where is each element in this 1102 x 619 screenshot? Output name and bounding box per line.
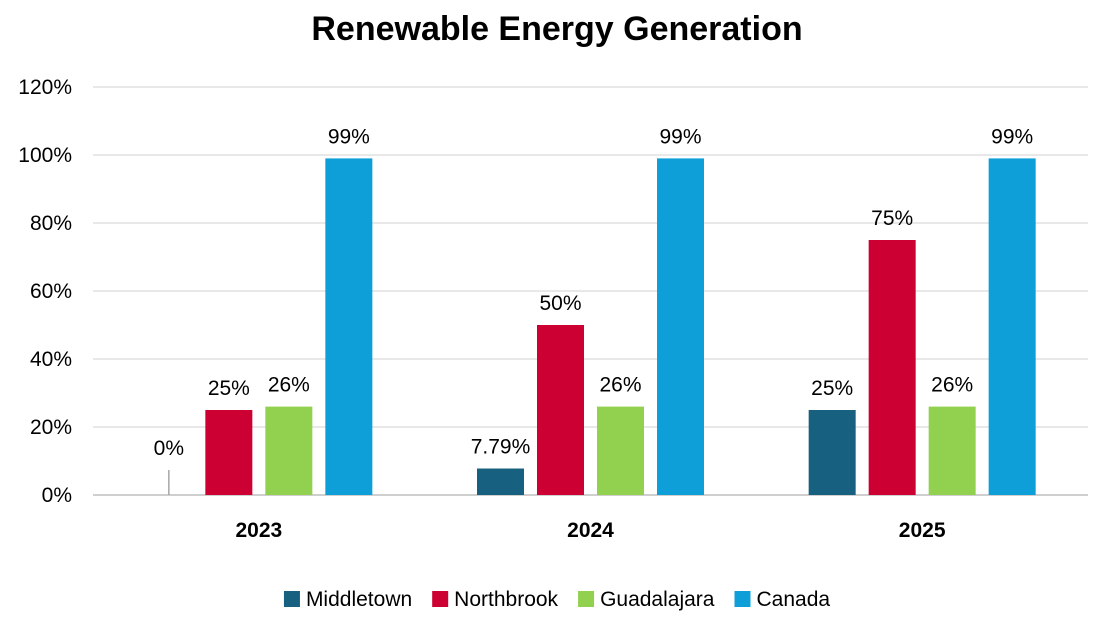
bar-canada-2024 (657, 158, 704, 495)
data-label: 26% (268, 374, 310, 397)
bar-canada-2025 (988, 158, 1036, 495)
data-label: 26% (599, 374, 641, 397)
data-label: 0% (154, 437, 184, 460)
y-tick-label: 100% (18, 144, 72, 167)
bar-guadalajara-2024 (597, 406, 644, 495)
bar-middletown-2025 (808, 410, 856, 495)
legend-swatch-middletown (283, 591, 300, 607)
legend: Middletown Northbrook Guadalajara Canada (283, 588, 830, 611)
data-label: 25% (208, 377, 250, 400)
legend-swatch-canada (734, 591, 751, 607)
gridlines (93, 86, 1088, 496)
bar-canada-2023 (325, 158, 373, 495)
legend-label: Northbrook (454, 588, 558, 611)
y-axis-ticks: 0% 20% 40% 60% 80% 100% 120% (18, 76, 72, 507)
bar-guadalajara-2025 (928, 406, 976, 495)
data-label: 75% (871, 207, 913, 230)
bar-northbrook-2024 (537, 325, 584, 495)
legend-label: Middletown (306, 588, 412, 611)
x-category-label: 2025 (899, 519, 946, 542)
data-label: 99% (991, 125, 1033, 148)
x-axis-categories: 2023 2024 2025 (235, 519, 945, 542)
bar-northbrook-2023 (205, 410, 253, 495)
legend-label: Guadalajara (600, 588, 715, 611)
y-tick-label: 0% (42, 484, 72, 507)
x-category-label: 2024 (567, 519, 614, 542)
data-label: 99% (328, 125, 370, 148)
legend-swatch-guadalajara (578, 591, 595, 607)
x-category-label: 2023 (235, 519, 282, 542)
bars (168, 158, 1036, 495)
data-labels: 0% 25% 26% 99% 7.79% 50% 26% 99% 25% 75% 26% 99% (154, 125, 1034, 460)
data-label: 25% (811, 377, 853, 400)
bar-guadalajara-2023 (265, 406, 313, 495)
y-tick-label: 40% (30, 348, 72, 371)
data-label: 99% (659, 125, 701, 148)
y-tick-label: 80% (30, 212, 72, 235)
legend-label: Canada (756, 588, 830, 611)
data-label: 7.79% (471, 436, 531, 459)
y-tick-label: 60% (30, 280, 72, 303)
y-tick-label: 20% (30, 416, 72, 439)
data-label: 26% (931, 374, 973, 397)
bar-northbrook-2025 (868, 240, 916, 495)
data-label: 50% (539, 292, 581, 315)
chart-title: Renewable Energy Generation (311, 10, 802, 48)
legend-swatch-northbrook (432, 591, 449, 607)
bar-middletown-2024 (477, 468, 524, 495)
y-tick-label: 120% (18, 76, 72, 99)
